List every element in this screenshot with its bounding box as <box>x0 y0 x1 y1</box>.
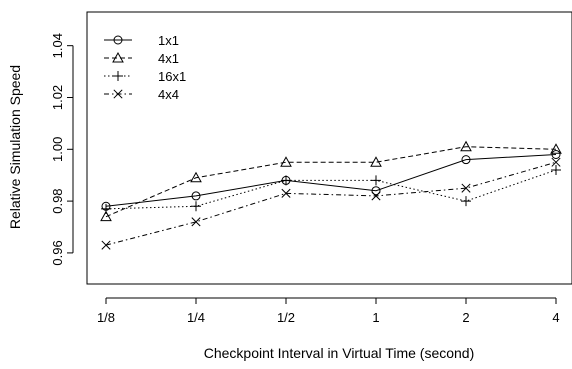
legend-marker-1x1 <box>113 35 123 45</box>
data-point-16x1 <box>101 203 111 214</box>
legend-marker-4x4 <box>113 89 123 99</box>
legend-item-4x1: 4x1 <box>104 51 179 66</box>
data-point-4x4 <box>281 188 291 198</box>
legend-item-16x1: 16x1 <box>104 69 186 84</box>
data-point-1x1 <box>191 191 201 201</box>
y-tick-label: 1.00 <box>50 137 65 162</box>
data-point-16x1 <box>371 175 381 186</box>
data-point-4x4 <box>371 191 381 201</box>
legend-label-4x1: 4x1 <box>158 51 179 66</box>
y-tick-label: 0.98 <box>50 188 65 213</box>
data-point-4x4 <box>551 157 561 167</box>
legend-item-4x4: 4x4 <box>104 87 179 102</box>
data-point-16x1 <box>461 196 471 207</box>
data-point-4x4 <box>101 240 111 250</box>
data-point-4x1 <box>280 156 292 167</box>
legend-marker-4x1 <box>112 51 124 63</box>
y-tick-label: 0.96 <box>50 240 65 265</box>
data-point-16x1 <box>281 175 291 186</box>
x-tick-label: 1 <box>372 310 379 325</box>
series-line-16x1 <box>105 169 557 210</box>
y-tick-label: 1.04 <box>50 33 65 58</box>
plot-frame <box>86 11 572 285</box>
series-line-4x1 <box>105 146 557 218</box>
x-tick-label: 1/8 <box>97 310 115 325</box>
data-point-4x1 <box>190 171 202 183</box>
x-tick-label: 1/2 <box>277 310 295 325</box>
data-point-4x1 <box>370 156 382 167</box>
legend-item-1x1: 1x1 <box>104 33 179 48</box>
data-point-1x1 <box>461 155 471 165</box>
data-point-4x1 <box>550 143 562 154</box>
x-tick-label: 1/4 <box>187 310 205 325</box>
x-axis-label: Checkpoint Interval in Virtual Time (sec… <box>204 345 475 361</box>
legend-label-4x4: 4x4 <box>158 87 179 102</box>
series-16x1 <box>101 165 561 214</box>
data-point-4x1 <box>460 140 472 152</box>
legend: 1x1 4x1 16x1 4x4 <box>104 33 186 102</box>
legend-label-16x1: 16x1 <box>158 69 186 84</box>
y-axis-label: Relative Simulation Speed <box>7 65 23 229</box>
data-point-1x1 <box>371 186 381 196</box>
y-tick-label: 1.02 <box>50 85 65 110</box>
series-line-4x4 <box>105 161 557 246</box>
legend-label-1x1: 1x1 <box>158 33 179 48</box>
data-point-1x1 <box>551 149 561 159</box>
series-4x4 <box>101 157 561 250</box>
data-point-4x4 <box>191 217 201 227</box>
legend-marker-16x1 <box>113 71 123 81</box>
series-layer <box>100 140 562 250</box>
series-4x1 <box>100 140 562 222</box>
data-point-4x1 <box>100 210 112 222</box>
x-tick-label: 4 <box>552 310 559 325</box>
series-line-1x1 <box>105 153 557 207</box>
x-tick-label: 2 <box>462 310 469 325</box>
axes: 1/8 1/4 1/2 1 2 4 0.96 0.98 1.00 1.02 1.04 <box>50 33 560 325</box>
data-point-16x1 <box>191 201 201 212</box>
data-point-16x1 <box>551 165 561 176</box>
data-point-4x4 <box>461 183 471 193</box>
